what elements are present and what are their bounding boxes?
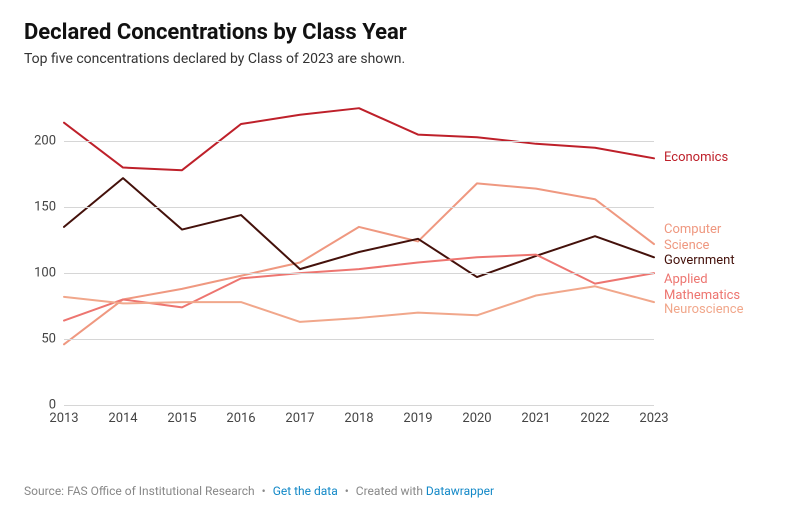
y-tick-label: 50: [26, 332, 56, 347]
series-label: Neuroscience: [664, 302, 743, 318]
chart-subtitle: Top five concentrations declared by Clas…: [24, 51, 766, 67]
plot-region: 0501001502002013201420152016201720182019…: [64, 95, 654, 405]
x-tick-label: 2021: [521, 411, 550, 426]
x-tick-label: 2023: [639, 411, 668, 426]
created-prefix: Created with: [356, 484, 426, 498]
x-tick-label: 2016: [226, 411, 255, 426]
gridline: [64, 141, 654, 142]
series-label: Government: [664, 253, 735, 269]
x-tick-label: 2018: [344, 411, 373, 426]
y-tick-label: 150: [26, 200, 56, 215]
chart-area: 0501001502002013201420152016201720182019…: [24, 85, 766, 445]
footer-sep-2: •: [345, 484, 349, 498]
series-label: ComputerScience: [664, 222, 721, 253]
x-tick-label: 2015: [167, 411, 196, 426]
y-tick-label: 100: [26, 266, 56, 281]
x-tick-label: 2019: [403, 411, 432, 426]
series-line: [64, 108, 654, 170]
gridline: [64, 339, 654, 340]
gridline: [64, 405, 654, 406]
x-tick-label: 2017: [285, 411, 314, 426]
source-prefix: Source:: [24, 484, 67, 498]
x-tick-label: 2020: [462, 411, 491, 426]
x-tick-label: 2014: [108, 411, 137, 426]
series-label: AppliedMathematics: [664, 272, 740, 303]
get-data-link[interactable]: Get the data: [273, 484, 338, 498]
x-tick-label: 2013: [49, 411, 78, 426]
series-label: Economics: [664, 150, 728, 166]
y-tick-label: 200: [26, 134, 56, 149]
chart-title: Declared Concentrations by Class Year: [24, 20, 766, 45]
series-line: [64, 255, 654, 321]
chart-footer: Source: FAS Office of Institutional Rese…: [24, 484, 494, 498]
gridline: [64, 207, 654, 208]
x-tick-label: 2022: [580, 411, 609, 426]
datawrapper-link[interactable]: Datawrapper: [426, 484, 494, 498]
footer-sep-1: •: [262, 484, 266, 498]
gridline: [64, 273, 654, 274]
source-text: FAS Office of Institutional Research: [67, 484, 255, 498]
